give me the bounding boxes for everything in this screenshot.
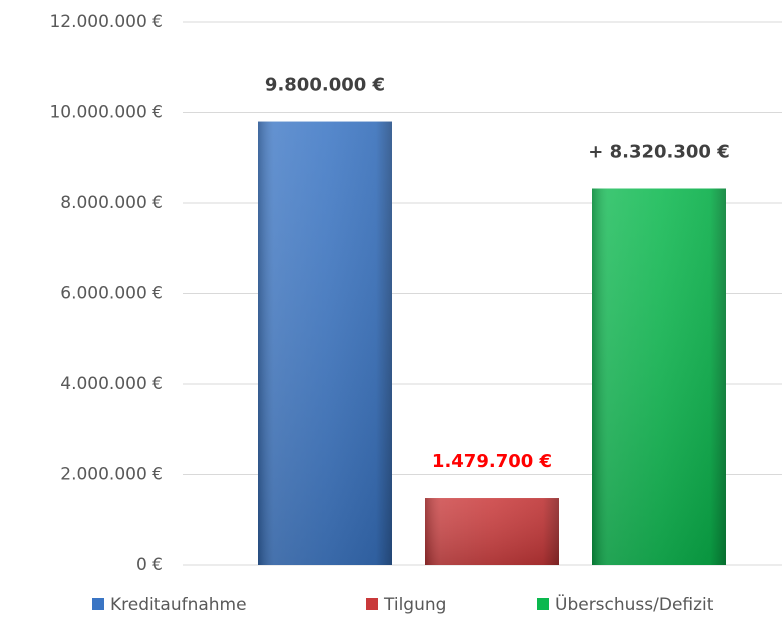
legend-label: Überschuss/Defizit [555,593,714,615]
y-tick-label: 10.000.000 € [49,103,163,123]
y-tick-label: 0 € [136,555,163,575]
bar [592,188,726,566]
value-label: 9.800.000 € [265,75,385,96]
legend-label: Tilgung [383,595,446,615]
bar [258,121,392,566]
y-tick-label: 8.000.000 € [60,193,163,213]
y-tick-label: 2.000.000 € [60,465,163,485]
y-tick-label: 6.000.000 € [60,284,163,304]
legend-label: Kreditaufnahme [110,595,247,615]
y-tick-label: 12.000.000 € [49,12,163,32]
y-tick-label: 4.000.000 € [60,374,163,394]
bar [425,498,559,565]
legend-swatch [366,598,378,610]
legend-swatch [537,598,549,610]
value-label: + 8.320.300 € [588,142,730,163]
legend-swatch [92,598,104,610]
value-label: 1.479.700 € [432,451,552,472]
